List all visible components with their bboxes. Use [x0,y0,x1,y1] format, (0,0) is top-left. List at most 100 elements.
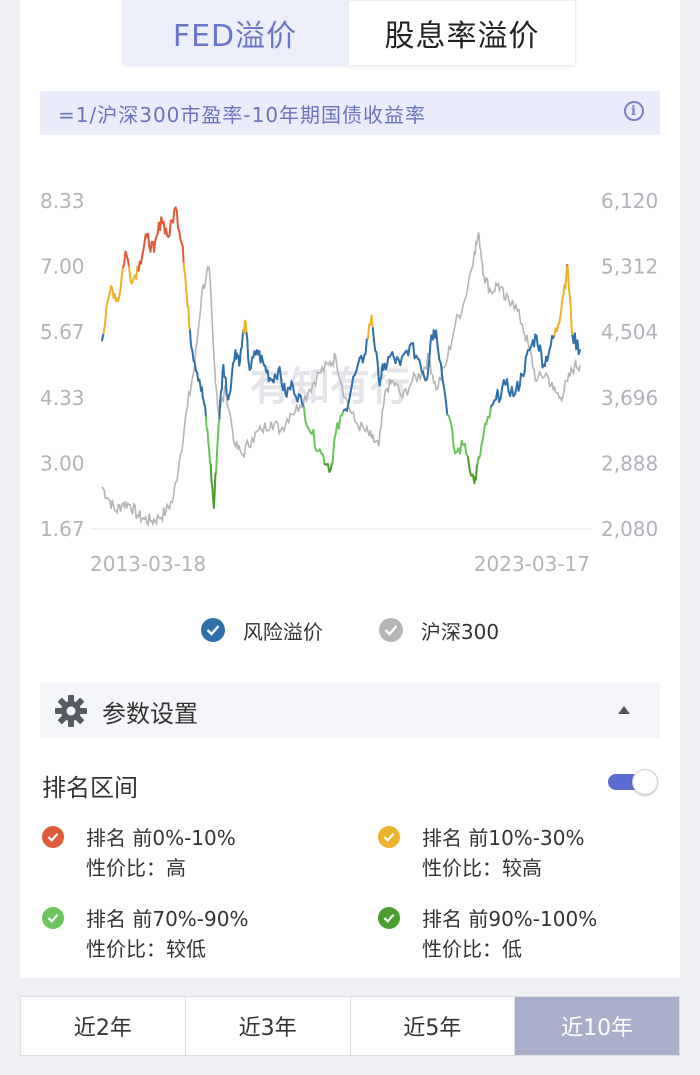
rank-band-top10-30[interactable]: 排名 前10%-30% 性价比：较高 [378,822,638,882]
rank-band-value: 性价比：较高 [422,856,542,880]
series-segment-risk-premium [209,463,213,483]
rank-band-top70-90[interactable]: 排名 前70%-90% 性价比：较低 [42,903,302,963]
y-right-tick-label: 5,312 [601,255,658,279]
series-segment-risk-premium [175,209,179,229]
rank-toggle[interactable] [608,769,658,795]
rank-band-value: 性价比：高 [86,856,186,880]
series-segment-risk-premium [239,348,242,362]
series-segment-risk-premium [212,493,216,509]
series-segment-risk-premium [215,451,218,473]
range-tab-2y[interactable]: 近2年 [21,997,186,1055]
series-segment-risk-premium [355,363,359,372]
series-segment-risk-premium [371,327,375,342]
check-icon [200,618,225,642]
series-segment-risk-premium [189,340,193,350]
rank-band-label: 排名 前70%-90% [86,907,249,931]
series-segment-risk-premium [193,361,197,372]
y-left-tick-label: 5.67 [40,320,85,344]
series-segment-risk-premium [481,430,485,442]
series-segment-risk-premium [561,295,564,304]
series-segment-risk-premium [283,382,287,396]
legend-item-csi300[interactable]: 沪深300 [378,616,500,645]
y-right-tick-label: 2,888 [601,451,658,475]
legend-item-risk-premium[interactable]: 风险溢价 [200,616,323,645]
series-segment-risk-premium [142,241,146,252]
y-left-tick-label: 1.67 [40,517,85,541]
series-segment-risk-premium [120,266,124,277]
y-right-tick-label: 3,696 [601,386,658,410]
gear-icon [55,695,87,727]
content-card [20,0,680,978]
tab-dividend-premium[interactable]: 股息率溢价 [348,0,576,66]
x-tick-label: 2023-03-17 [474,552,590,576]
series-segment-risk-premium [399,355,403,366]
settings-bar[interactable]: 参数设置 [40,682,660,738]
chart-legend: 风险溢价 沪深300 [0,612,700,648]
series-segment-risk-premium [549,335,553,347]
series-segment-risk-premium [435,329,439,348]
series-segment-risk-premium [428,352,431,364]
series-segment-risk-premium [539,344,543,354]
series-segment-risk-premium [349,385,353,396]
series-segment-risk-premium [569,297,572,308]
series-segment-risk-premium [101,332,105,342]
range-tab-10y[interactable]: 近10年 [515,997,679,1055]
settings-title: 参数设置 [102,700,198,728]
info-icon[interactable]: i [624,101,644,121]
series-segment-risk-premium [104,305,108,326]
series-segment-risk-premium [276,368,280,380]
series-segment-risk-premium [378,378,382,387]
series-segment-risk-premium [436,346,441,361]
series-segment-risk-premium [230,362,234,377]
series-segment-risk-premium [449,420,454,430]
y-right-tick-label: 2,080 [601,517,658,541]
series-layer [101,206,581,527]
series-segment-risk-premium [105,298,110,308]
series-segment-risk-premium [523,356,527,374]
series-segment-risk-premium [165,227,169,237]
right-axis: 6,120 5,312 4,504 3,696 2,888 2,080 [601,189,658,541]
series-segment-risk-premium [322,453,326,466]
series-segment-risk-premium [364,338,368,355]
series-segment-risk-premium [206,429,210,443]
toggle-knob [632,769,658,795]
series-segment-risk-premium [141,249,145,258]
series-segment-risk-premium [196,371,200,382]
x-axis: 2013-03-18 2023-03-17 [90,552,590,576]
series-segment-risk-premium [240,336,244,349]
series-segment-risk-premium [302,406,307,423]
series-segment-risk-premium [182,262,186,272]
series-segment-risk-premium [444,398,449,416]
series-line-csi300 [101,232,581,527]
y-right-tick-label: 4,504 [601,320,658,344]
series-segment-risk-premium [220,370,224,391]
legend-label: 沪深300 [420,619,500,644]
series-segment-risk-premium [296,393,301,403]
series-segment-risk-premium [428,342,432,355]
series-segment-risk-premium [506,378,510,393]
series-segment-risk-premium [419,364,423,373]
series-segment-risk-premium [488,405,493,419]
series-segment-risk-premium [102,323,106,335]
tab-fed-premium[interactable]: FED溢价 [122,0,348,66]
rank-band-top0-10[interactable]: 排名 前0%-10% 性价比：高 [42,822,302,882]
range-tabs: 近2年 近3年 近5年 近10年 [20,996,680,1056]
series-segment-risk-premium [207,440,211,450]
series-segment-risk-premium [345,402,350,412]
range-tab-3y[interactable]: 近3年 [186,997,351,1055]
rank-band-top90-100[interactable]: 排名 前90%-100% 性价比：低 [378,903,638,963]
series-segment-risk-premium [119,275,123,290]
range-tab-5y[interactable]: 近5年 [351,997,516,1055]
check-icon [378,618,403,642]
series-segment-risk-premium [357,357,361,366]
y-left-tick-label: 8.33 [40,189,85,213]
chart-watermark: 有知有行 [250,364,410,410]
series-segment-risk-premium [432,329,436,338]
series-segment-risk-premium [278,366,282,378]
series-segment-risk-premium [459,440,463,455]
series-segment-risk-premium [331,449,335,465]
series-segment-risk-premium [426,369,430,379]
series-segment-risk-premium [535,334,539,347]
caret-up-icon[interactable] [618,706,630,714]
series-segment-risk-premium [213,473,217,496]
